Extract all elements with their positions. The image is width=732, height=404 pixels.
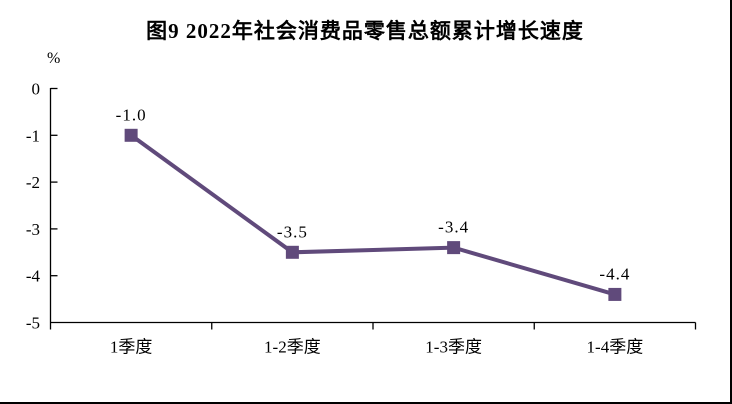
x-axis-category-label: 1-2季度 [264,338,321,357]
data-point-label: -4.4 [599,264,630,283]
y-axis-tick-label: -4 [26,267,41,286]
data-point-marker [447,241,461,255]
x-axis-category-label: 1-3季度 [425,338,482,357]
x-axis-category-label: 1季度 [110,338,153,357]
chart-title: 图9 2022年社会消费品零售总额累计增长速度 [146,19,584,43]
series-line [129,133,616,297]
data-point-label: -1.0 [116,105,147,124]
y-axis-tick-label: -5 [26,314,40,333]
x-axis-category-label: 1-4季度 [587,338,644,357]
data-point-label: -3.4 [438,218,469,237]
data-point-marker [124,128,138,142]
data-point-marker [285,245,299,259]
y-axis-unit-label: % [47,50,61,67]
y-axis-tick-label: 0 [32,80,41,99]
data-point-marker [608,287,622,301]
y-axis-tick-label: -3 [26,220,40,239]
y-axis-tick-label: -1 [26,126,40,145]
y-axis-tick-label: -2 [26,173,40,192]
data-point-label: -3.5 [277,222,308,241]
